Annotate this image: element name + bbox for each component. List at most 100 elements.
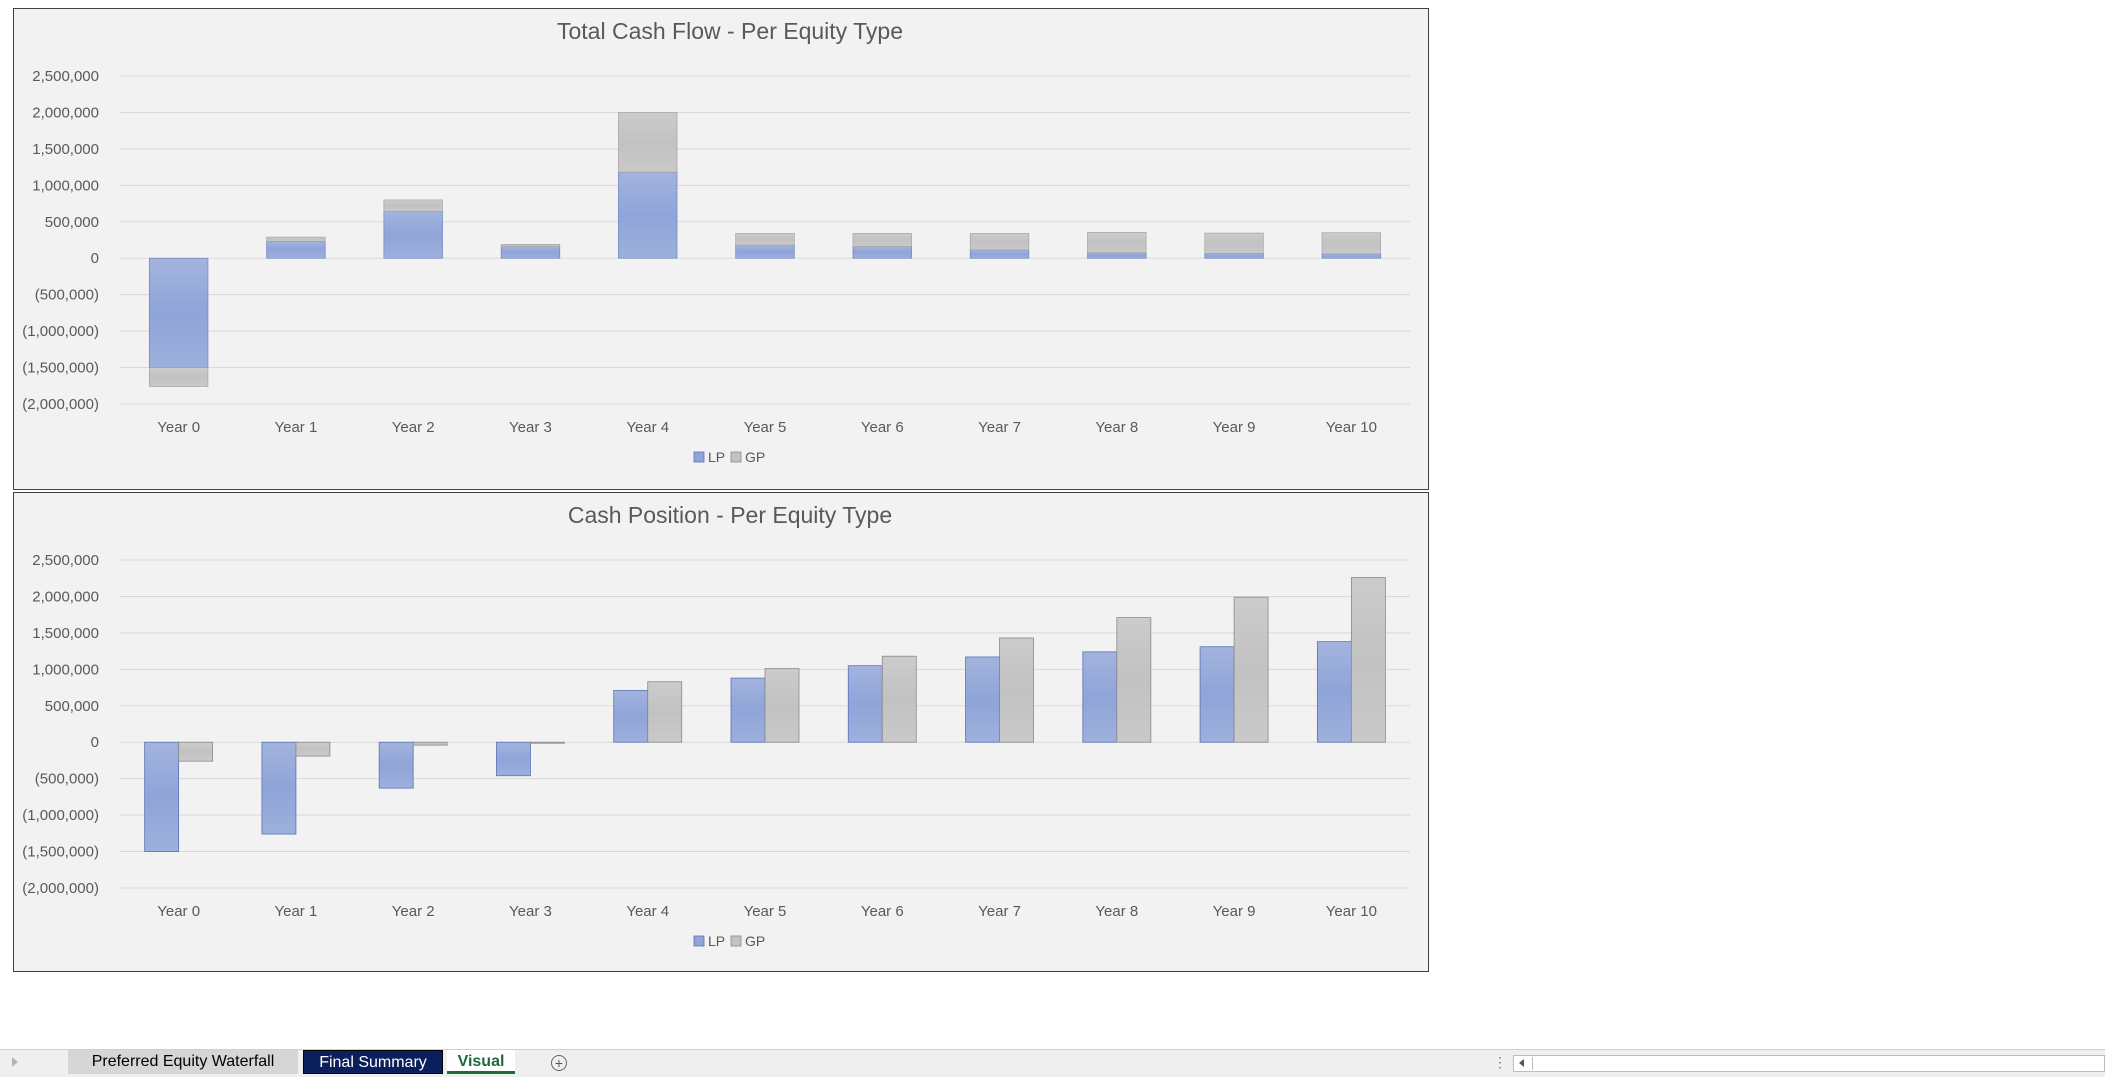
- bar-lp: [969, 249, 1030, 259]
- bar-gp: [383, 199, 443, 212]
- x-tick-label: Year 4: [626, 419, 669, 436]
- x-tick-label: Year 3: [509, 903, 552, 920]
- x-tick-label: Year 5: [744, 419, 787, 436]
- bar-gp: [412, 741, 448, 746]
- bar-lp: [735, 244, 795, 259]
- bar-lp: [618, 171, 678, 259]
- legend-swatch-gp: [730, 935, 742, 947]
- bar-gp: [1087, 231, 1147, 254]
- bar-gp: [1233, 596, 1269, 743]
- bar-lp: [148, 257, 209, 368]
- bar-gp: [500, 244, 561, 247]
- y-tick-label: 2,000,000: [32, 104, 99, 121]
- split-handle-icon[interactable]: ⋮: [1493, 1054, 1507, 1070]
- legend-swatch-lp: [693, 935, 705, 947]
- tab-preferred-equity-waterfall[interactable]: Preferred Equity Waterfall: [68, 1050, 298, 1074]
- tab-final-summary[interactable]: Final Summary: [303, 1050, 443, 1074]
- x-tick-label: Year 6: [861, 903, 904, 920]
- bar-lp: [847, 665, 883, 743]
- bar-lp: [144, 741, 180, 852]
- bar-gp: [295, 741, 331, 757]
- y-tick-label: 500,000: [45, 214, 99, 231]
- bar-gp: [1350, 577, 1386, 743]
- y-tick-label: 1,000,000: [32, 661, 99, 678]
- bar-gp: [881, 655, 917, 743]
- bar-gp: [1204, 232, 1264, 254]
- bar-lp: [1082, 651, 1118, 743]
- y-tick-label: 500,000: [45, 698, 99, 715]
- total-cash-flow-chart[interactable]: Total Cash Flow - Per Equity Type 2,500,0…: [13, 8, 1429, 490]
- tab-visual[interactable]: Visual: [447, 1050, 515, 1074]
- x-tick-label: Year 8: [1095, 419, 1138, 436]
- x-tick-label: Year 7: [978, 419, 1021, 436]
- x-tick-label: Year 10: [1326, 903, 1377, 920]
- y-tick-label: 1,500,000: [32, 625, 99, 642]
- add-sheet-icon[interactable]: +: [551, 1055, 567, 1071]
- bar-lp: [1199, 646, 1235, 743]
- y-tick-label: (1,500,000): [22, 844, 99, 861]
- bar-lp: [1316, 641, 1352, 743]
- bar-lp: [266, 241, 326, 259]
- y-tick-label: 0: [91, 734, 99, 751]
- bar-gp: [1116, 617, 1152, 743]
- chart-title: Cash Position - Per Equity Type: [568, 502, 892, 528]
- x-tick-label: Year 7: [978, 903, 1021, 920]
- legend-label-lp: LP: [708, 933, 725, 949]
- scrollbar-thumb[interactable]: [1532, 1057, 2100, 1070]
- y-tick-label: (1,000,000): [22, 807, 99, 824]
- x-tick-label: Year 4: [626, 903, 669, 920]
- y-tick-label: (1,000,000): [22, 323, 99, 340]
- x-tick-label: Year 3: [509, 419, 552, 436]
- scroll-left-icon[interactable]: [1519, 1059, 1524, 1067]
- chart-title: Total Cash Flow - Per Equity Type: [557, 18, 903, 44]
- previous-sheet-icon[interactable]: [12, 1057, 18, 1067]
- x-tick-label: Year 0: [157, 903, 200, 920]
- bar-gp: [647, 681, 683, 743]
- x-tick-label: Year 5: [744, 903, 787, 920]
- bar-gp: [178, 741, 214, 762]
- legend-swatch-gp: [730, 451, 742, 463]
- x-tick-label: Year 1: [274, 419, 317, 436]
- x-tick-label: Year 8: [1095, 903, 1138, 920]
- bar-gp: [969, 233, 1030, 251]
- y-tick-label: 1,500,000: [32, 141, 99, 158]
- y-tick-label: (500,000): [35, 287, 99, 304]
- y-tick-label: (2,000,000): [22, 880, 99, 897]
- bar-lp: [1321, 253, 1382, 259]
- x-tick-label: Year 10: [1326, 419, 1377, 436]
- y-tick-label: 0: [91, 250, 99, 267]
- x-tick-label: Year 6: [861, 419, 904, 436]
- horizontal-scrollbar[interactable]: [1513, 1055, 2105, 1072]
- bar-lp: [496, 741, 531, 777]
- sheet-tab-bar: Preferred Equity Waterfall Final Summary…: [0, 1049, 2105, 1077]
- y-tick-label: 2,000,000: [32, 588, 99, 605]
- cash-position-chart[interactable]: Cash Position - Per Equity Type 2,500,000…: [13, 492, 1429, 972]
- y-tick-label: 2,500,000: [32, 552, 99, 569]
- bar-gp: [852, 233, 912, 247]
- y-tick-label: (2,000,000): [22, 396, 99, 413]
- bar-lp: [965, 656, 1000, 743]
- bar-gp: [999, 637, 1034, 743]
- legend-label-gp: GP: [745, 933, 765, 949]
- legend-label-gp: GP: [745, 449, 765, 465]
- legend-label-lp: LP: [708, 449, 725, 465]
- x-tick-label: Year 2: [392, 419, 435, 436]
- bar-lp: [500, 246, 561, 259]
- x-tick-label: Year 1: [274, 903, 317, 920]
- bar-gp: [735, 233, 795, 246]
- x-tick-label: Year 9: [1213, 903, 1256, 920]
- bar-gp: [1321, 232, 1382, 255]
- total-cash-flow-svg: Total Cash Flow - Per Equity Type 2,500,0…: [22, 18, 1410, 465]
- bar-gp: [530, 741, 565, 744]
- legend-swatch-lp: [693, 451, 705, 463]
- bar-gp: [764, 668, 800, 743]
- cash-position-svg: Cash Position - Per Equity Type 2,500,000…: [22, 502, 1410, 949]
- x-tick-label: Year 0: [157, 419, 200, 436]
- bar-lp: [378, 741, 414, 789]
- bar-lp: [261, 741, 297, 835]
- y-tick-label: (500,000): [35, 771, 99, 788]
- bar-lp: [613, 690, 649, 743]
- bar-lp: [383, 211, 443, 259]
- x-tick-label: Year 2: [392, 903, 435, 920]
- y-tick-label: (1,500,000): [22, 360, 99, 377]
